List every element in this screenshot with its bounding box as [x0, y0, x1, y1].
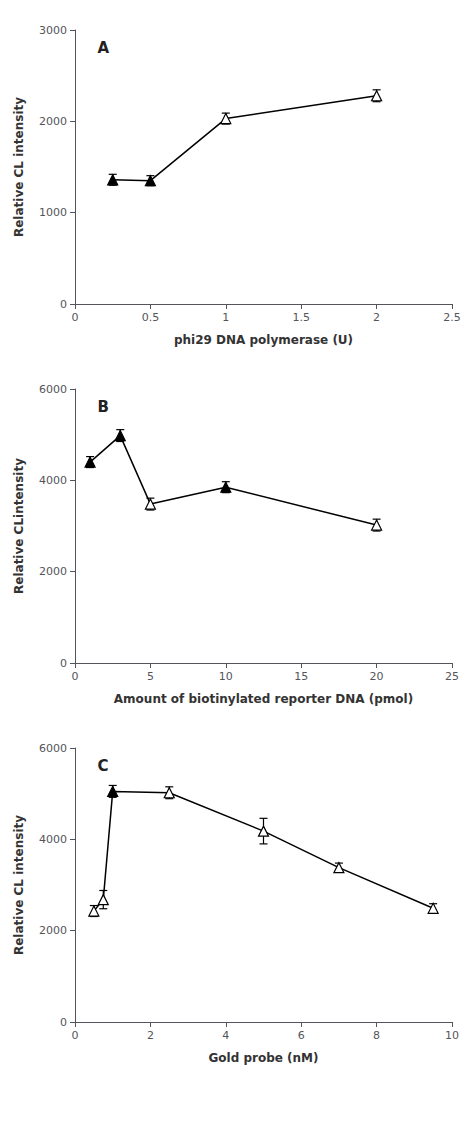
svg-text:0: 0: [60, 1016, 67, 1029]
svg-text:4000: 4000: [39, 474, 67, 487]
svg-text:Relative CL intensity: Relative CL intensity: [12, 97, 26, 237]
svg-text:6000: 6000: [39, 742, 67, 755]
svg-text:B: B: [98, 398, 109, 416]
svg-text:6: 6: [298, 1029, 305, 1042]
svg-text:5: 5: [147, 670, 154, 683]
svg-text:10: 10: [219, 670, 233, 683]
svg-text:2000: 2000: [39, 924, 67, 937]
svg-text:2: 2: [373, 311, 380, 324]
svg-text:1000: 1000: [39, 206, 67, 219]
svg-text:4: 4: [222, 1029, 229, 1042]
svg-text:8: 8: [373, 1029, 380, 1042]
svg-text:Amount of biotinylated reporte: Amount of biotinylated reporter DNA (pmo…: [114, 692, 413, 706]
svg-text:1.5: 1.5: [292, 311, 310, 324]
svg-text:2.5: 2.5: [443, 311, 461, 324]
svg-text:Relative CL intensity: Relative CL intensity: [12, 815, 26, 955]
svg-text:A: A: [98, 39, 110, 57]
svg-text:4000: 4000: [39, 833, 67, 846]
svg-text:15: 15: [294, 670, 308, 683]
svg-text:0: 0: [60, 298, 67, 311]
svg-text:Relative CLintensity: Relative CLintensity: [12, 458, 26, 594]
svg-text:Gold probe (nM): Gold probe (nM): [208, 1051, 318, 1065]
svg-text:20: 20: [370, 670, 384, 683]
svg-text:1: 1: [222, 311, 229, 324]
svg-text:0: 0: [72, 311, 79, 324]
svg-text:3000: 3000: [39, 24, 67, 37]
svg-text:10: 10: [445, 1029, 459, 1042]
svg-text:C: C: [98, 757, 109, 775]
svg-text:2000: 2000: [39, 565, 67, 578]
svg-text:2000: 2000: [39, 115, 67, 128]
svg-text:6000: 6000: [39, 383, 67, 396]
svg-text:0: 0: [72, 1029, 79, 1042]
svg-text:0.5: 0.5: [142, 311, 160, 324]
svg-text:phi29 DNA polymerase (U): phi29 DNA polymerase (U): [174, 333, 353, 347]
svg-text:25: 25: [445, 670, 459, 683]
svg-text:2: 2: [147, 1029, 154, 1042]
svg-text:0: 0: [60, 657, 67, 670]
svg-text:0: 0: [72, 670, 79, 683]
